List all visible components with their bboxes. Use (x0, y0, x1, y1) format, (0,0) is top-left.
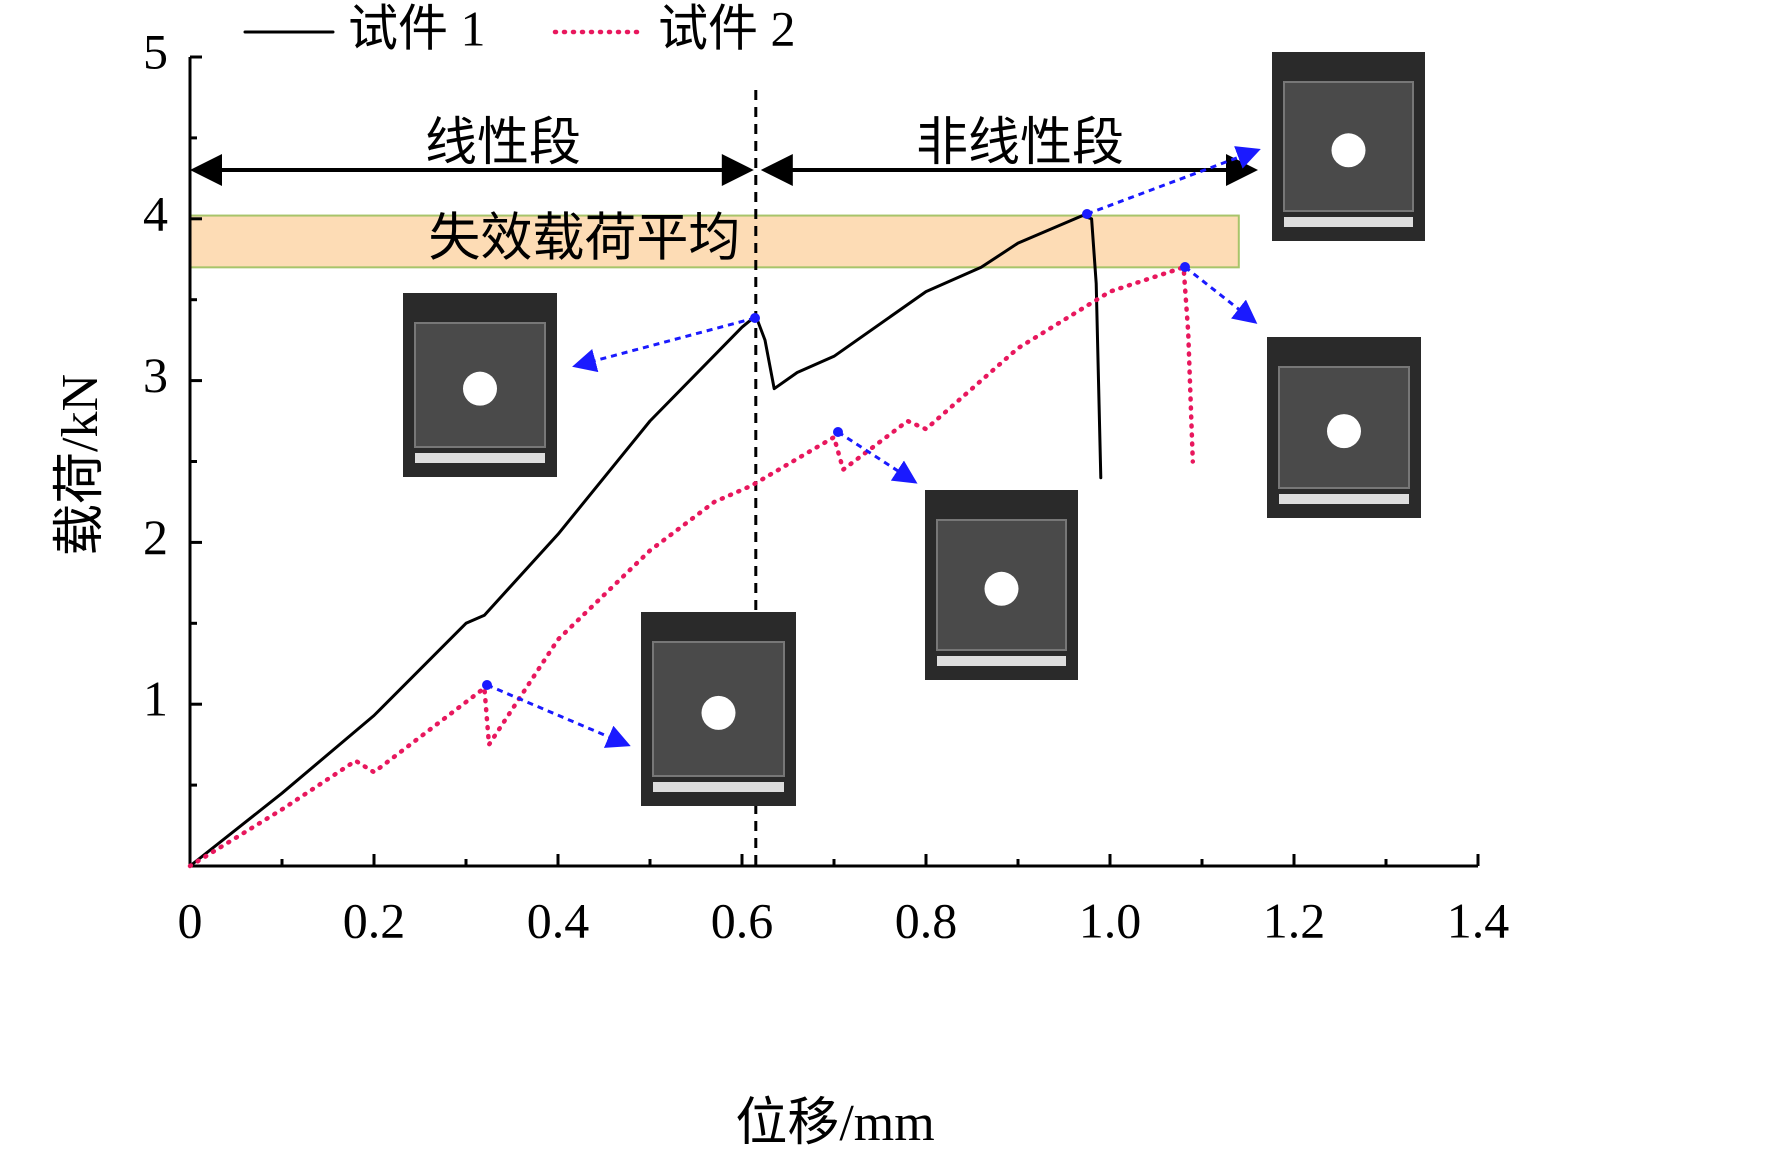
x-tick-label: 0.8 (895, 892, 958, 948)
callout-dot (750, 313, 760, 323)
data-line (187, 265, 1196, 869)
region-label: 非线性段 (916, 115, 1124, 172)
photo-edge (653, 782, 784, 792)
y-axis-label: 载荷/kN (52, 374, 109, 556)
callout-arrow (486, 683, 631, 748)
band-label: 失效载荷平均 (428, 210, 740, 267)
callout-dot (482, 680, 492, 690)
callout-dot (1082, 209, 1092, 219)
arrow-head (721, 154, 754, 186)
photo-edge (1279, 494, 1409, 504)
callout-arrow (1184, 265, 1258, 324)
photo-edge (937, 656, 1066, 666)
photo-edge (415, 453, 545, 463)
callout-arrow (572, 316, 756, 373)
photo-hole (1327, 414, 1361, 449)
x-tick-label: 0.4 (527, 892, 590, 948)
callout-arrow (1086, 146, 1261, 216)
x-axis-label: 位移/mm (735, 1095, 934, 1152)
specimen-photo (641, 612, 796, 806)
region-label: 线性段 (425, 115, 581, 172)
x-tick-label: 0.6 (711, 892, 774, 948)
arrow-head (1226, 154, 1258, 186)
y-tick-label: 5 (143, 23, 168, 79)
x-tick-label: 0.2 (343, 892, 406, 948)
legend-label: 试件 2 (658, 0, 796, 56)
y-tick-label: 4 (143, 185, 168, 241)
x-tick-label: 0 (178, 892, 203, 948)
specimen-photo (925, 490, 1078, 680)
y-tick-label: 2 (143, 509, 168, 565)
specimen-photo (1272, 52, 1425, 241)
specimen-photo (403, 293, 557, 477)
photo-edge (1284, 217, 1413, 227)
photo-hole (1331, 133, 1366, 168)
arrow-head (760, 154, 793, 186)
callout-arrow (837, 430, 918, 484)
callout-dot (1180, 262, 1190, 272)
photo-hole (463, 371, 497, 406)
y-tick-label: 3 (143, 347, 168, 403)
specimen-photo (1267, 337, 1421, 518)
arrow-head (190, 154, 222, 186)
y-tick-label: 1 (143, 671, 168, 727)
x-tick-label: 1.2 (1263, 892, 1326, 948)
x-tick-label: 1.0 (1079, 892, 1142, 948)
legend-label: 试件 1 (348, 0, 486, 56)
data-line (188, 214, 1103, 868)
callout-dot (833, 427, 843, 437)
photo-hole (701, 695, 736, 730)
photo-hole (984, 571, 1019, 606)
x-tick-label: 1.4 (1447, 892, 1510, 948)
